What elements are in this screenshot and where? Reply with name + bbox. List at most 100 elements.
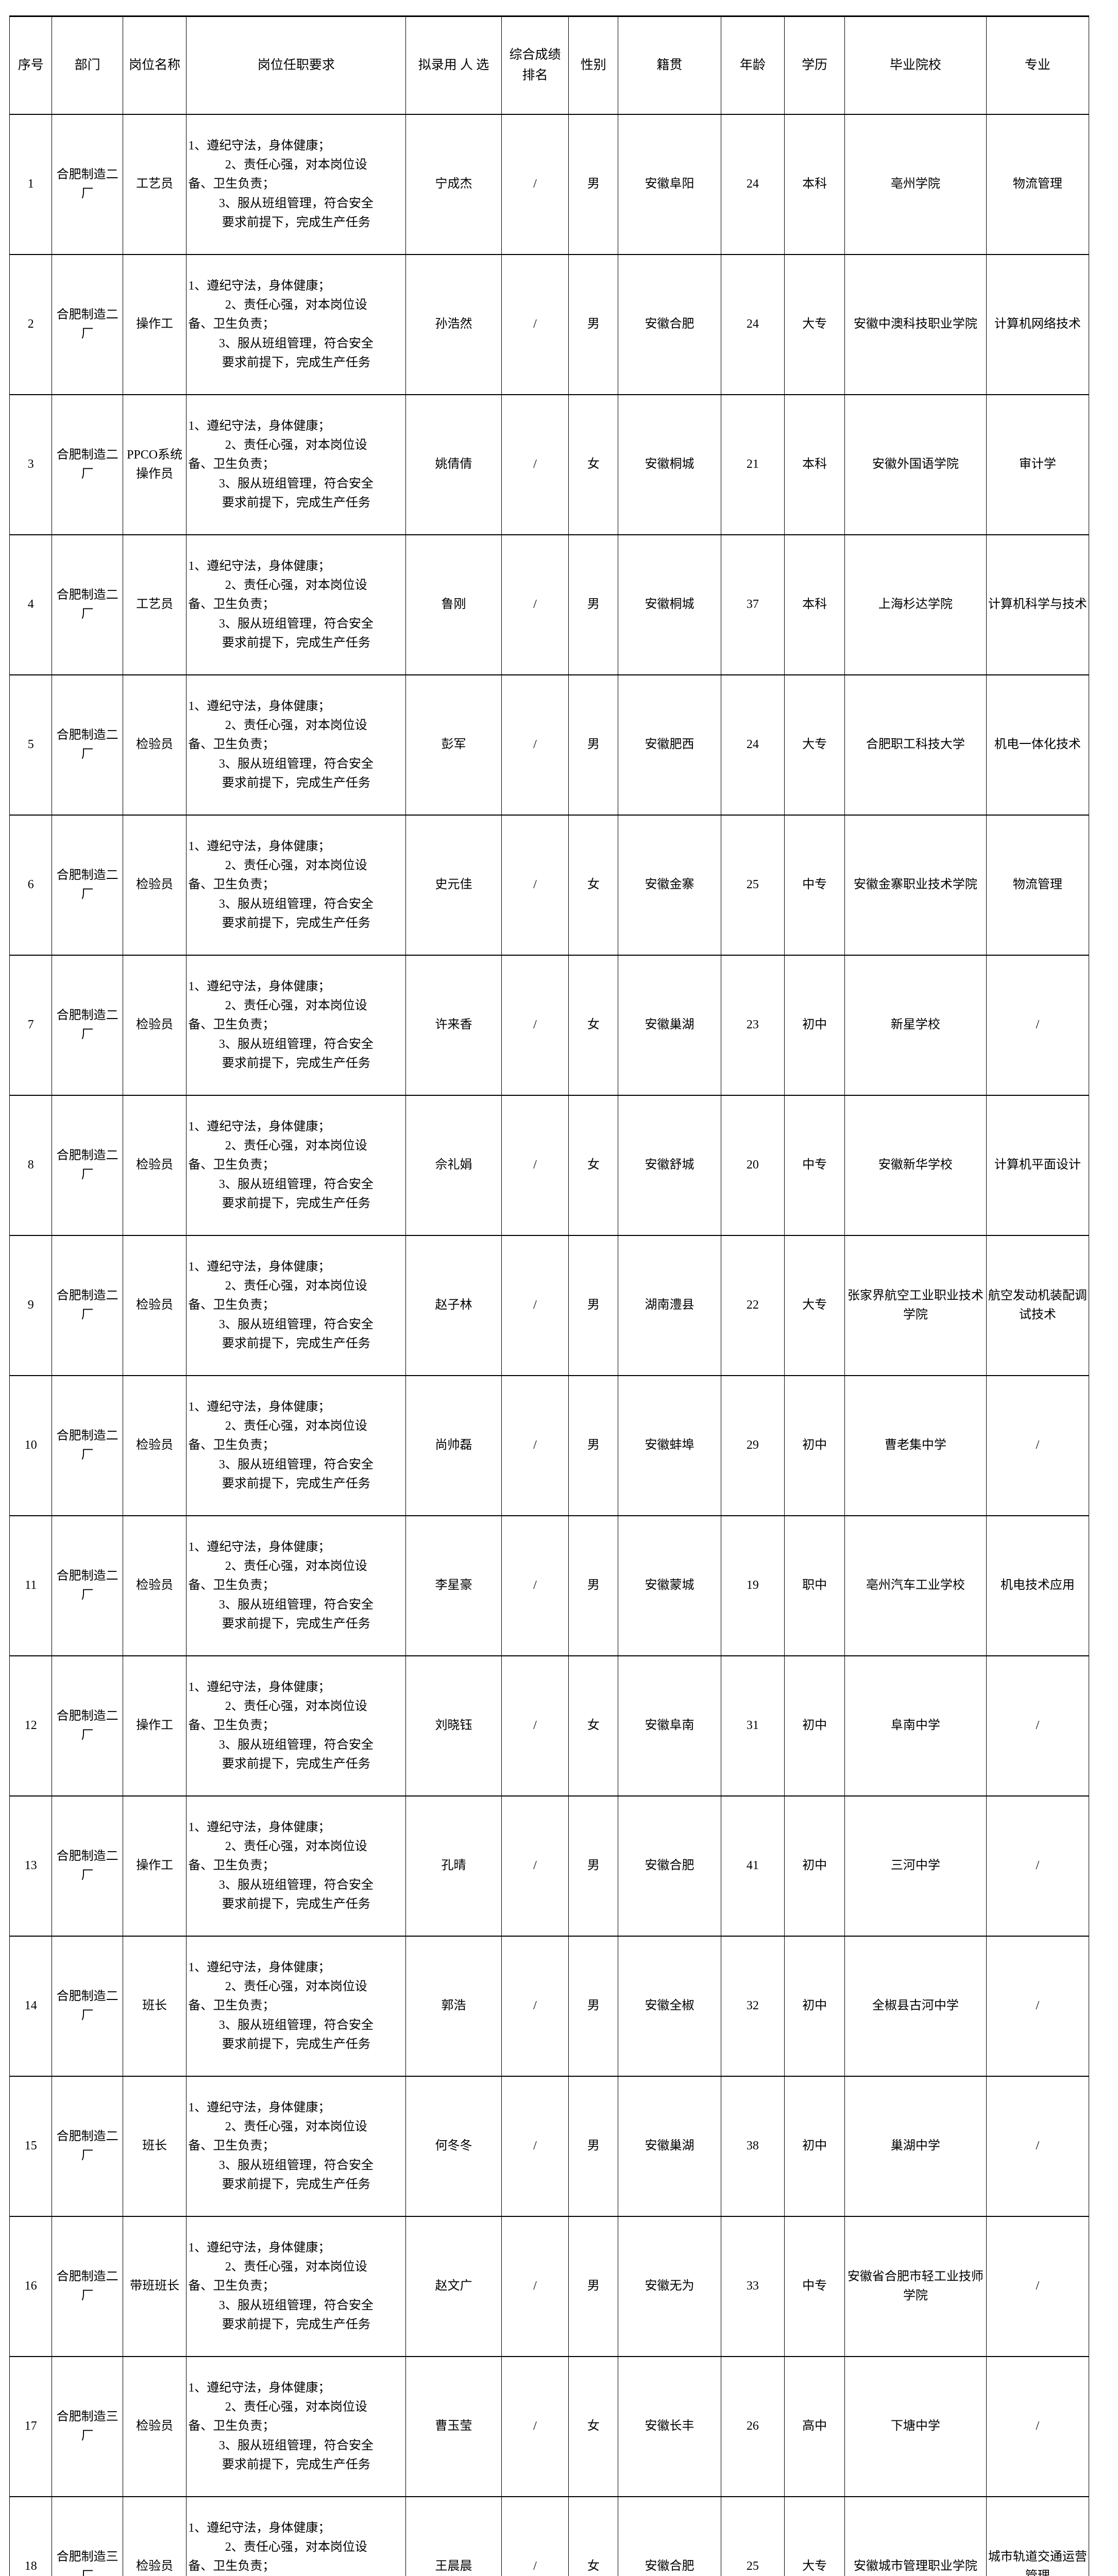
requirement-line: 1、遵纪守法，身体健康；: [188, 1400, 331, 1414]
cell-requirements: 1、遵纪守法，身体健康；2、责任心强，对本岗位设备、卫生负责；3、服从班组管理，…: [186, 2496, 406, 2576]
cell-major: /: [986, 1936, 1090, 2077]
cell-post: 检验员: [122, 2356, 187, 2497]
column-header-native-place: 籍贯: [618, 15, 721, 115]
cell-major: 物流管理: [986, 815, 1090, 956]
cell-native-place: 安徽肥西: [618, 674, 721, 816]
table-row: 18 合肥制造三厂 检验员 1、遵纪守法，身体健康； 2、责任心强，对本岗位设 备、卫生负…: [9, 2496, 1090, 2576]
requirement-line: 2、责任心强，对本岗位设: [225, 158, 367, 172]
cell-native-place: 安徽桐城: [618, 534, 721, 675]
cell-age: 19: [720, 1515, 785, 1656]
cell-requirements: 1、遵纪守法，身体健康；2、责任心强，对本岗位设备、卫生负责；3、服从班组管理，…: [186, 1795, 406, 1937]
cell-candidate: 曹玉莹: [405, 2356, 502, 2497]
requirement-line: 要求前提下，完成生产任务: [222, 1056, 370, 1070]
cell-age: 20: [720, 1095, 785, 1236]
requirement-line: 1、遵纪守法，身体健康；: [188, 840, 331, 854]
column-header-candidate: 拟录用 人 选: [405, 15, 502, 115]
document-sheet: 序号 部门 岗位名称 岗位任职要求 拟录用 人 选 综合成绩排名 性别 籍贯 年…: [0, 15, 1118, 2576]
requirement-line: 1、遵纪守法，身体健康；: [188, 2521, 331, 2535]
requirement-line: 2、责任心强，对本岗位设: [225, 2260, 367, 2274]
cell-seq: 11: [9, 1515, 53, 1656]
cell-requirements: 1、遵纪守法，身体健康；2、责任心强，对本岗位设备、卫生负责；3、服从班组管理，…: [186, 2076, 406, 2217]
column-header-dept: 部门: [52, 15, 123, 115]
cell-requirements: 1、遵纪守法，身体健康；2、责任心强，对本岗位设备、卫生负责；3、服从班组管理，…: [186, 2216, 406, 2357]
cell-seq: 15: [9, 2076, 53, 2217]
column-header-requirements: 岗位任职要求: [186, 15, 406, 115]
cell-major: /: [986, 1795, 1090, 1937]
cell-age: 37: [720, 534, 785, 675]
cell-school: 安徽金寨职业技术学院: [844, 815, 987, 956]
cell-native-place: 安徽合肥: [618, 2496, 721, 2576]
requirement-line: 备、卫生负责；: [188, 2279, 275, 2293]
table-row: 2 合肥制造二厂 操作工 1、遵纪守法，身体健康； 2、责任心强，对本岗位设 备、卫生负责…: [9, 254, 1090, 395]
requirement-line: 3、服从班组管理，符合安全: [218, 1598, 374, 1612]
requirement-line: 要求前提下，完成生产任务: [222, 1617, 370, 1631]
requirement-line: 2、责任心强，对本岗位设: [225, 719, 367, 733]
cell-age: 24: [720, 254, 785, 395]
cell-gender: 男: [568, 254, 619, 395]
requirement-line: 要求前提下，完成生产任务: [222, 215, 370, 229]
requirement-line: 2、责任心强，对本岗位设: [225, 2540, 367, 2554]
cell-dept: 合肥制造二厂: [52, 2076, 123, 2217]
cell-requirements: 1、遵纪守法，身体健康；2、责任心强，对本岗位设备、卫生负责；3、服从班组管理，…: [186, 1375, 406, 1516]
cell-gender: 男: [568, 1795, 619, 1937]
column-header-seq: 序号: [9, 15, 53, 115]
cell-native-place: 安徽合肥: [618, 1795, 721, 1937]
requirement-line: 3、服从班组管理，符合安全: [218, 2018, 374, 2032]
cell-post: 带班班长: [122, 2216, 187, 2357]
cell-gender: 女: [568, 1095, 619, 1236]
cell-native-place: 安徽巢湖: [618, 955, 721, 1096]
requirement-line: 2、责任心强，对本岗位设: [225, 999, 367, 1013]
cell-dept: 合肥制造二厂: [52, 534, 123, 675]
cell-seq: 17: [9, 2356, 53, 2497]
cell-seq: 2: [9, 254, 53, 395]
cell-school: 上海杉达学院: [844, 534, 987, 675]
cell-native-place: 湖南澧县: [618, 1235, 721, 1376]
cell-requirements: 1、遵纪守法，身体健康；2、责任心强，对本岗位设备、卫生负责；3、服从班组管理，…: [186, 254, 406, 395]
cell-requirements: 1、遵纪守法，身体健康；2、责任心强，对本岗位设备、卫生负责；3、服从班组管理，…: [186, 1095, 406, 1236]
cell-gender: 女: [568, 2496, 619, 2576]
cell-candidate: 彭军: [405, 674, 502, 816]
cell-native-place: 安徽巢湖: [618, 2076, 721, 2217]
cell-requirements: 1、遵纪守法，身体健康；2、责任心强，对本岗位设备、卫生负责；3、服从班组管理，…: [186, 394, 406, 535]
cell-post: 工艺员: [122, 114, 187, 255]
cell-education: 初中: [784, 1655, 845, 1797]
cell-school: 安徽外国语学院: [844, 394, 987, 535]
cell-age: 21: [720, 394, 785, 535]
cell-education: 大专: [784, 254, 845, 395]
cell-school: 安徽新华学校: [844, 1095, 987, 1236]
cell-education: 初中: [784, 1795, 845, 1937]
requirement-line: 要求前提下，完成生产任务: [222, 776, 370, 790]
cell-gender: 女: [568, 2356, 619, 2497]
requirement-line: 备、卫生负责；: [188, 2139, 275, 2153]
table-row: 6 合肥制造二厂 检验员 1、遵纪守法，身体健康； 2、责任心强，对本岗位设 备、卫生负责…: [9, 815, 1090, 956]
cell-education: 大专: [784, 674, 845, 816]
cell-post: PPCO系统操作员: [122, 394, 187, 535]
requirement-line: 备、卫生负责；: [188, 1579, 275, 1592]
cell-post: 检验员: [122, 1235, 187, 1376]
table-header: 序号 部门 岗位名称 岗位任职要求 拟录用 人 选 综合成绩排名 性别 籍贯 年…: [9, 15, 1090, 115]
table-row: 3 合肥制造二厂 PPCO系统操作员 1、遵纪守法，身体健康； 2、责任心强，对本岗位设…: [9, 394, 1090, 535]
cell-age: 29: [720, 1375, 785, 1516]
table-row: 17 合肥制造三厂 检验员 1、遵纪守法，身体健康； 2、责任心强，对本岗位设 备、卫生负…: [9, 2356, 1090, 2497]
cell-post: 操作工: [122, 254, 187, 395]
cell-seq: 3: [9, 394, 53, 535]
cell-education: 初中: [784, 1375, 845, 1516]
cell-rank: /: [501, 2076, 569, 2217]
table-row: 11 合肥制造二厂 检验员 1、遵纪守法，身体健康； 2、责任心强，对本岗位设 备、卫生负…: [9, 1515, 1090, 1656]
requirement-line: 要求前提下，完成生产任务: [222, 636, 370, 650]
table-body: 1 合肥制造二厂 工艺员 1、遵纪守法，身体健康； 2、责任心强，对本岗位设 备、卫生负责…: [9, 114, 1090, 2576]
cell-candidate: 何冬冬: [405, 2076, 502, 2217]
cell-major: 机电一体化技术: [986, 674, 1090, 816]
requirement-line: 1、遵纪守法，身体健康；: [188, 1681, 331, 1694]
cell-post: 检验员: [122, 2496, 187, 2576]
requirement-line: 3、服从班组管理，符合安全: [218, 897, 374, 911]
requirement-line: 3、服从班组管理，符合安全: [218, 336, 374, 350]
cell-post: 检验员: [122, 955, 187, 1096]
cell-dept: 合肥制造二厂: [52, 2216, 123, 2357]
cell-rank: /: [501, 1795, 569, 1937]
cell-dept: 合肥制造二厂: [52, 1795, 123, 1937]
cell-seq: 16: [9, 2216, 53, 2357]
cell-age: 24: [720, 674, 785, 816]
cell-dept: 合肥制造二厂: [52, 1936, 123, 2077]
requirement-line: 2、责任心强，对本岗位设: [225, 438, 367, 452]
